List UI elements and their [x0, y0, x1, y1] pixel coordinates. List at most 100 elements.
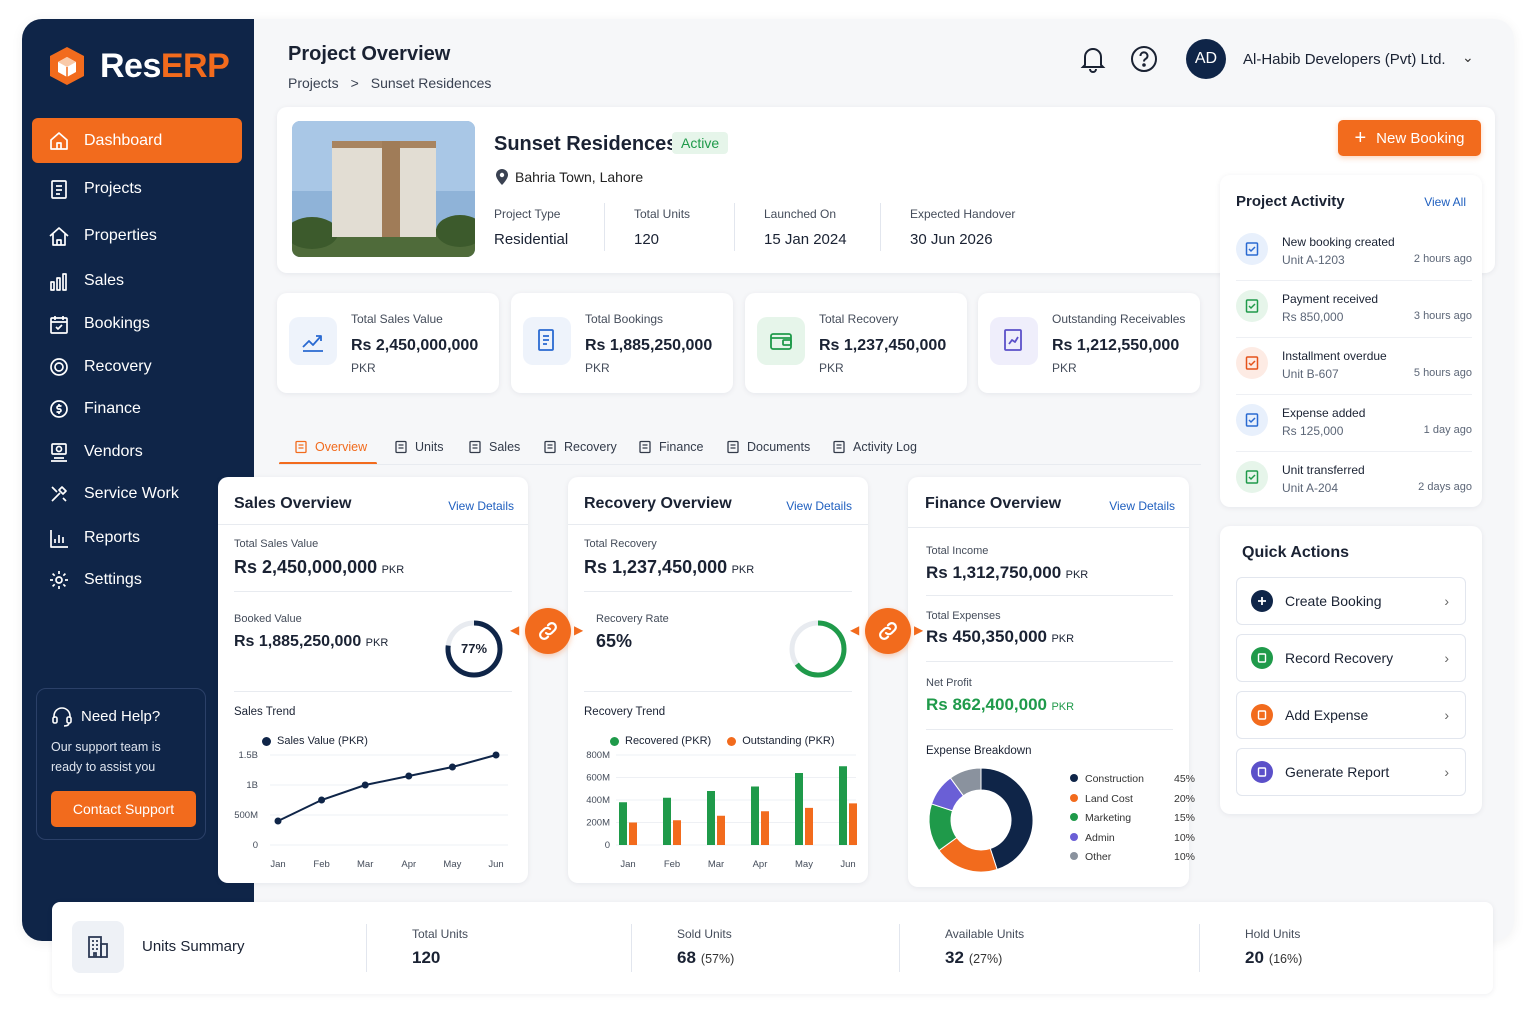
sidebar-item-dashboard[interactable]: Dashboard — [32, 118, 242, 163]
finance-view-details-link[interactable]: View Details — [1109, 499, 1175, 513]
recovery-rate-value: 65% — [596, 631, 633, 651]
sales-trend-chart: 0 500M 1B 1.5B Jan Feb Mar Apr May Jun — [234, 750, 508, 870]
x-tick-label: Jan — [270, 859, 285, 870]
new-booking-button[interactable]: + New Booking — [1338, 120, 1481, 156]
sidebar-item-projects[interactable]: Projects — [32, 166, 242, 211]
help-circle-icon[interactable] — [1130, 45, 1158, 73]
tab-overview[interactable]: Overview — [294, 440, 367, 454]
company-name[interactable]: Al-Habib Developers (Pvt) Ltd. — [1243, 51, 1446, 68]
calendar-icon — [50, 315, 68, 334]
divider — [234, 591, 512, 592]
y-tick-label: 0 — [253, 840, 258, 851]
sales-overview-title: Sales Overview — [234, 495, 352, 512]
link-button-sales-recovery[interactable] — [525, 608, 571, 654]
headset-icon — [52, 707, 72, 727]
sidebar-item-label: Service Work — [84, 484, 179, 502]
fact-value: 15 Jan 2024 — [764, 231, 847, 248]
x-tick-label: Mar — [708, 859, 724, 870]
net-profit-value: Rs 862,400,000 PKR — [926, 695, 1075, 714]
chevron-down-icon[interactable]: ⌄ — [1462, 49, 1474, 65]
divider — [584, 691, 852, 692]
quick-action-label: Record Recovery — [1285, 650, 1394, 666]
tab-label: Activity Log — [853, 440, 917, 454]
sales-overview-card: Sales Overview View Details Total Sales … — [218, 477, 528, 883]
payment-icon — [1236, 290, 1268, 322]
bar-recovered — [707, 791, 715, 845]
sidebar-item-properties[interactable]: Properties — [32, 213, 242, 258]
contact-support-button[interactable]: Contact Support — [51, 791, 196, 827]
divider — [218, 524, 528, 525]
activity-item[interactable]: Expense added Rs 125,000 1 day ago — [1236, 404, 1472, 461]
activity-item[interactable]: Installment overdue Unit B-607 5 hours ago — [1236, 347, 1472, 404]
tab-icon — [295, 440, 307, 454]
tab-label: Recovery — [564, 440, 617, 454]
sidebar-item-recovery[interactable]: Recovery — [32, 344, 242, 389]
units-count: 68 — [677, 948, 696, 967]
generate-report-button[interactable]: Generate Report › — [1236, 748, 1466, 796]
sidebar-item-sales[interactable]: Sales — [32, 258, 242, 303]
units-value: 68 (57%) — [677, 948, 734, 968]
recovery-legend: Recovered (PKR) Outstanding (PKR) — [610, 735, 835, 747]
fact-value: 30 Jun 2026 — [910, 231, 993, 248]
tabs-divider — [279, 464, 1201, 465]
kpi-value: Rs 1,237,450,000 — [819, 337, 947, 354]
tab-finance[interactable]: Finance — [638, 440, 703, 454]
tab-label: Documents — [747, 440, 811, 454]
sidebar-item-finance[interactable]: Finance — [32, 386, 242, 431]
sidebar-item-bookings[interactable]: Bookings — [32, 301, 242, 346]
quick-action-label: Add Expense — [1285, 707, 1369, 723]
x-tick-label: May — [443, 859, 461, 870]
sidebar-item-reports[interactable]: Reports — [32, 515, 242, 560]
units-label: Sold Units — [677, 927, 732, 941]
tab-units[interactable]: Units — [394, 440, 443, 454]
recovery-view-details-link[interactable]: View Details — [786, 499, 852, 513]
sidebar-item-label: Recovery — [84, 357, 152, 375]
legend-percent: 20% — [1173, 792, 1195, 805]
bar-recovered — [663, 797, 671, 845]
net-profit-label: Net Profit — [926, 677, 972, 689]
breadcrumb-separator: > — [350, 75, 359, 91]
tab-activity-log[interactable]: Activity Log — [832, 440, 917, 454]
divider — [584, 591, 852, 592]
fact-value: Residential — [494, 231, 569, 248]
recovery-trend-chart: 0 200M 400M 600M 800M Jan Feb Mar Apr May Jun — [586, 750, 857, 870]
units-label: Hold Units — [1245, 927, 1301, 941]
fact-value: 120 — [634, 231, 660, 248]
kpi-unit: PKR — [351, 361, 376, 375]
sidebar-item-service-work[interactable]: Service Work — [32, 471, 242, 516]
activity-item[interactable]: Payment received Rs 850,000 3 hours ago — [1236, 290, 1472, 347]
kpi-card: Total Bookings Rs 1,885,250,000 PKR — [511, 293, 733, 393]
kpi-value: Rs 1,212,550,000 — [1052, 337, 1180, 354]
legend-percent: 15% — [1173, 812, 1195, 824]
tab-documents[interactable]: Documents — [726, 440, 810, 454]
building-icon — [72, 921, 124, 973]
create-booking-button[interactable]: Create Booking › — [1236, 577, 1466, 625]
bell-icon[interactable] — [1080, 45, 1106, 73]
bar-outstanding — [805, 807, 813, 845]
activity-item[interactable]: Unit transferred Unit A-204 2 days ago — [1236, 461, 1472, 518]
tab-recovery[interactable]: Recovery — [543, 440, 617, 454]
help-title: Need Help? — [81, 707, 161, 725]
record-recovery-button[interactable]: Record Recovery › — [1236, 634, 1466, 682]
recovery-overview-title: Recovery Overview — [584, 495, 732, 512]
view-all-link[interactable]: View All — [1424, 195, 1466, 209]
sidebar-item-label: Bookings — [84, 314, 150, 332]
data-point — [361, 781, 369, 789]
fact-label: Project Type — [494, 207, 561, 221]
sales-view-details-link[interactable]: View Details — [448, 499, 514, 513]
link-button-recovery-finance[interactable] — [865, 608, 911, 654]
fact-label: Launched On — [764, 207, 837, 221]
tab-sales[interactable]: Sales — [468, 440, 520, 454]
sidebar-item-vendors[interactable]: Vendors — [32, 429, 242, 474]
series-line — [277, 754, 497, 822]
tab-icon — [395, 440, 407, 454]
add-expense-button[interactable]: Add Expense › — [1236, 691, 1466, 739]
sidebar-item-settings[interactable]: Settings — [32, 557, 242, 602]
activity-item[interactable]: New booking created Unit A-1203 2 hours ag… — [1236, 233, 1472, 290]
fact-divider — [604, 203, 605, 251]
tab-label: Sales — [489, 440, 521, 454]
avatar[interactable]: AD — [1186, 39, 1226, 79]
breadcrumb-projects[interactable]: Projects — [288, 75, 339, 91]
activity-time: 1 day ago — [1423, 424, 1472, 436]
link-icon — [539, 622, 557, 640]
